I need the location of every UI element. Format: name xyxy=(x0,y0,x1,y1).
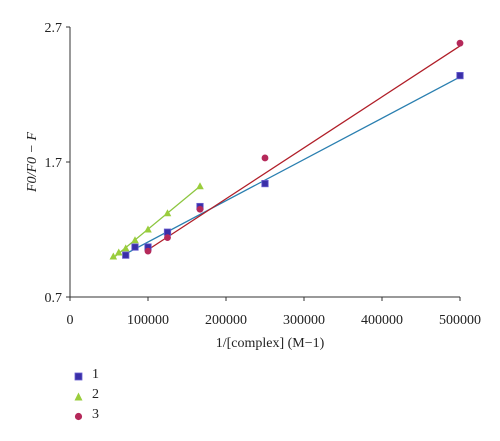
series-1-point xyxy=(261,179,269,188)
legend-label: 1 xyxy=(92,367,99,382)
legend-square-marker xyxy=(74,372,83,381)
series-3-point xyxy=(144,247,152,255)
legend-label: 2 xyxy=(92,387,99,402)
y-tick-label: 1.7 xyxy=(45,156,63,171)
series-3-point xyxy=(164,234,171,242)
series-2-point xyxy=(114,248,123,256)
series-2-point xyxy=(163,209,172,217)
series-1-point xyxy=(122,251,130,259)
legend-circle-marker xyxy=(74,412,83,421)
series-1-point xyxy=(456,72,464,80)
x-tick-label: 300000 xyxy=(283,313,325,328)
legend-item-3: 3 xyxy=(74,407,134,428)
y-tick-label: 2.7 xyxy=(45,21,63,36)
x-axis-label: 1/[complex] (M−1) xyxy=(216,336,325,351)
legend-label: 3 xyxy=(92,407,99,422)
series-1-point xyxy=(131,243,139,251)
legend-item-2: 2 xyxy=(74,387,134,408)
series-2-fit-line xyxy=(112,185,201,259)
series-2-point xyxy=(109,252,118,260)
legend-item-1: 1 xyxy=(74,367,134,388)
series-2-point xyxy=(196,182,204,190)
series-3-point xyxy=(456,39,464,47)
x-tick-label: 400000 xyxy=(361,313,403,328)
x-tick-label: 0 xyxy=(67,313,74,328)
y-axis-label: F0/F0 − F xyxy=(25,132,40,193)
legend-triangle-marker xyxy=(74,392,83,401)
series-2-point xyxy=(131,236,139,244)
legend: 1 2 3 xyxy=(74,367,134,428)
tick-labels: 0 100000 200000 300000 400000 500000 0.7 1.7 2.7 xyxy=(45,21,482,328)
x-tick-label: 100000 xyxy=(127,313,169,328)
x-tick-label: 200000 xyxy=(205,313,247,328)
series-3-point xyxy=(261,154,269,162)
fit-lines xyxy=(112,45,461,259)
series-3-fit-line xyxy=(147,45,461,251)
series-2-point xyxy=(144,225,152,233)
series-3-point xyxy=(196,205,204,213)
series-2-point xyxy=(121,244,130,252)
series-1-fit-line xyxy=(125,76,461,255)
x-tick-label: 500000 xyxy=(439,313,481,328)
data-points xyxy=(109,39,464,260)
y-tick-label: 0.7 xyxy=(45,291,63,306)
axes xyxy=(66,26,461,301)
